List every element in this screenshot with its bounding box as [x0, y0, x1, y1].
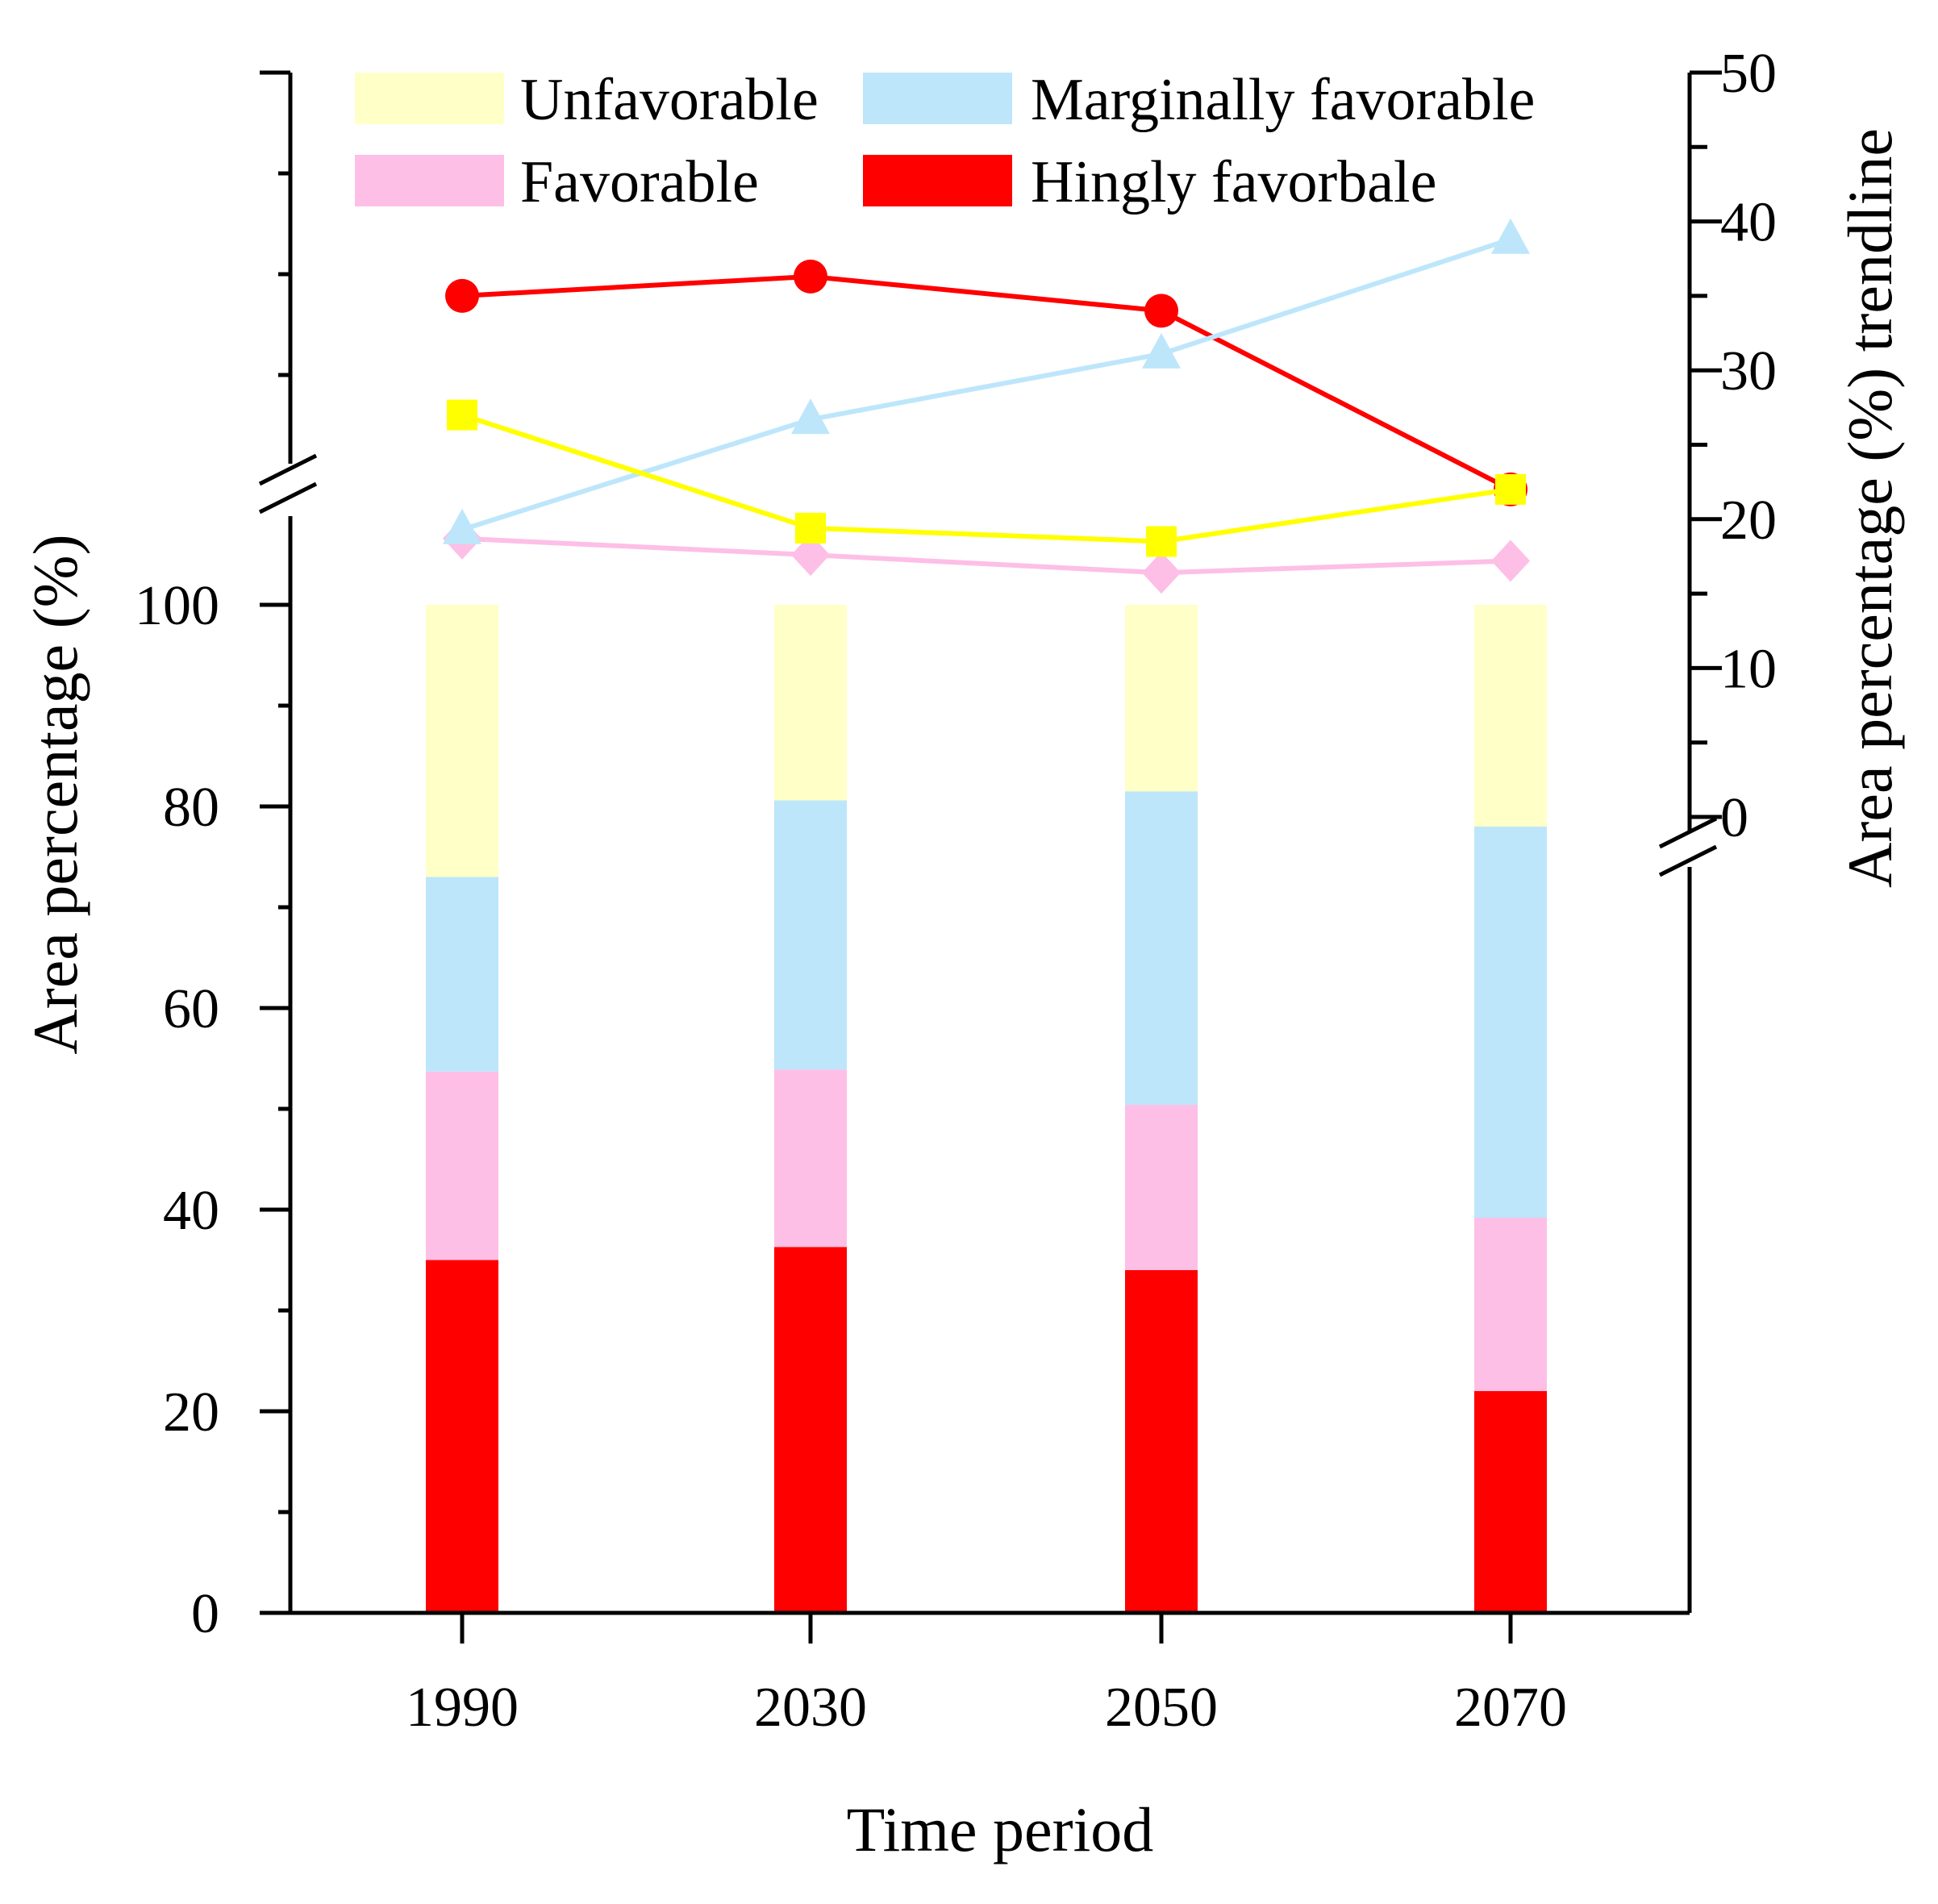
trend-marker-1-2070: [1491, 540, 1530, 582]
trend-marker-1-2050: [1142, 552, 1181, 594]
y2-tick-label-0: 0: [1720, 787, 1748, 849]
trend-marker-0-1990: [445, 278, 479, 313]
right-axis-break-mark: [1658, 816, 1718, 877]
trendline-series-1: [461, 535, 1511, 576]
legend-swatch-1: [863, 73, 1012, 124]
y-tick-label-80: 80: [163, 777, 219, 839]
trend-marker-3-2030: [795, 512, 826, 544]
bar-2050-series-2: [1125, 791, 1198, 1105]
bar-2030-series-3: [774, 605, 847, 801]
trend-marker-3-1990: [447, 399, 477, 431]
bar-2030-series-2: [774, 800, 847, 1070]
y-axis-title: Area percentage (%): [20, 534, 90, 1054]
legend-swatch-0: [355, 73, 504, 124]
x-tick-label-1990: 1990: [406, 1677, 519, 1739]
y-tick-label-0: 0: [191, 1583, 219, 1645]
bar-1990-series-1: [426, 1071, 498, 1260]
trend-marker-2-2070: [1491, 218, 1530, 254]
x-axis-title: Time period: [847, 1794, 1154, 1864]
y-tick-label-40: 40: [163, 1180, 219, 1242]
bar-2050-series-1: [1125, 1105, 1198, 1270]
x-tick-label-2070: 2070: [1454, 1677, 1567, 1739]
trendlines-layer: [443, 218, 1530, 594]
bar-2070-series-1: [1474, 1218, 1547, 1391]
y2-tick-label-40: 40: [1720, 192, 1777, 254]
trend-marker-3-2070: [1495, 473, 1526, 505]
legend: Unfavorable Marginally favorable Favorable…: [355, 67, 1535, 215]
left-axis-break-mark: [258, 453, 318, 515]
legend-label-2: Favorable: [520, 149, 759, 215]
trend-marker-0-2050: [1144, 294, 1178, 328]
legend-swatch-3: [863, 155, 1012, 206]
legend-swatch-2: [355, 155, 504, 206]
trend-marker-0-2030: [794, 259, 827, 294]
bar-2050-series-0: [1125, 1270, 1198, 1613]
trendline-series-3: [461, 412, 1511, 544]
bar-2070-series-3: [1474, 605, 1547, 827]
y2-tick-label-50: 50: [1720, 43, 1777, 105]
legend-label-0: Unfavorable: [520, 67, 819, 133]
bar-2030-series-1: [774, 1069, 847, 1248]
trend-marker-2-2030: [791, 398, 830, 435]
y2-axis-title: Area percentage (%) trendline: [1835, 128, 1905, 888]
bars-layer: [426, 605, 1547, 1613]
y2-tick-label-20: 20: [1720, 490, 1777, 552]
y-tick-label-60: 60: [163, 978, 219, 1040]
trendline-series-2: [461, 236, 1511, 532]
trendline-series-0: [461, 273, 1512, 492]
x-tick-label-2050: 2050: [1105, 1677, 1218, 1739]
bar-2070-series-2: [1474, 827, 1547, 1218]
bar-1990-series-2: [426, 877, 498, 1072]
bar-1990-series-3: [426, 605, 498, 877]
trend-marker-2-2050: [1142, 332, 1181, 369]
bar-2030-series-0: [774, 1247, 847, 1613]
bar-2050-series-3: [1125, 605, 1198, 792]
bar-2070-series-0: [1474, 1391, 1547, 1613]
legend-label-3: Hingly favorbale: [1031, 149, 1436, 215]
y-tick-label-20: 20: [163, 1381, 219, 1444]
trend-marker-3-2050: [1146, 526, 1177, 557]
x-tick-label-2030: 2030: [754, 1677, 867, 1739]
y2-tick-label-30: 30: [1720, 340, 1777, 402]
trend-marker-1-2030: [791, 534, 830, 577]
trend-marker-2-1990: [443, 508, 481, 544]
bar-1990-series-0: [426, 1260, 498, 1613]
legend-label-1: Marginally favorable: [1031, 67, 1535, 133]
y-tick-label-100: 100: [135, 575, 219, 637]
y2-tick-label-10: 10: [1720, 638, 1777, 700]
